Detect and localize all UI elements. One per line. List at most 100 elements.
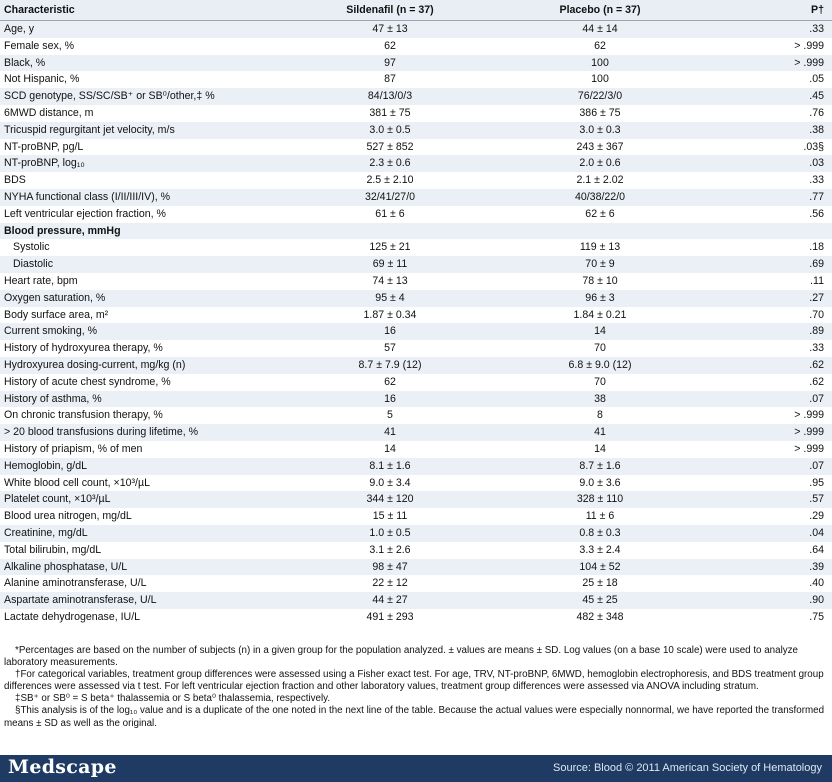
table-row: Hemoglobin, g/dL 8.1 ± 1.6 8.7 ± 1.6 .07 (0, 457, 832, 475)
sildenafil-cell: 14 (384, 442, 396, 455)
table-row: Heart rate, bpm 74 ± 13 78 ± 10 .11 (0, 272, 832, 290)
p-value-cell: .29 (809, 510, 824, 523)
characteristic-cell: NT-proBNP, pg/L (4, 140, 84, 153)
table-row: 6MWD distance, m 381 ± 75 386 ± 75 .76 (0, 104, 832, 122)
p-value-cell: .64 (809, 543, 824, 556)
characteristic-cell: Current smoking, % (4, 325, 98, 338)
table-row: SCD genotype, SS/SC/SB⁺ or SB⁰/other,‡ %… (0, 88, 832, 105)
characteristic-cell: Body surface area, m² (4, 308, 109, 321)
characteristic-cell: Heart rate, bpm (4, 274, 78, 287)
table-row: Female sex, % 62 62 > .999 (0, 37, 832, 55)
table-row: Lactate dehydrogenase, IU/L 491 ± 293 482 … (0, 608, 832, 626)
placebo-cell: 2.1 ± 2.02 (576, 174, 624, 187)
placebo-cell: 44 ± 14 (582, 23, 618, 35)
p-value-cell: .04 (809, 526, 824, 539)
characteristic-cell: Female sex, % (4, 39, 75, 52)
table-row: Aspartate aminotransferase, U/L 44 ± 27 45… (0, 592, 832, 609)
characteristic-cell: NT-proBNP, log₁₀ (4, 157, 85, 170)
placebo-cell: 6.8 ± 9.0 (12) (568, 358, 632, 371)
p-value-cell: > .999 (794, 409, 824, 422)
p-value-cell: .27 (809, 291, 824, 304)
characteristic-cell: Aspartate aminotransferase, U/L (4, 594, 157, 607)
characteristic-cell: NYHA functional class (I/II/III/IV), % (4, 190, 171, 203)
table-row: Oxygen saturation, % 95 ± 4 96 ± 3 .27 (0, 289, 832, 307)
placebo-cell: 2.0 ± 0.6 (579, 157, 621, 170)
sildenafil-cell: 8.1 ± 1.6 (369, 459, 411, 472)
p-value-cell: .07 (809, 392, 824, 405)
placebo-cell: 8 (597, 409, 603, 422)
p-value-cell: .90 (809, 594, 824, 607)
table-row: Current smoking, % 16 14 .89 (0, 323, 832, 341)
footnote-statistics: †For categorical variables, treatment gr… (4, 669, 824, 693)
table-row: Tricuspid regurgitant jet velocity, m/s 3… (0, 121, 832, 139)
table-row: Total bilirubin, mg/dL 3.1 ± 2.6 3.3 ± 2.4… (0, 541, 832, 559)
characteristic-cell: Not Hispanic, % (4, 73, 80, 86)
p-value-cell: .45 (809, 90, 824, 103)
table-row: NT-proBNP, pg/L 527 ± 852 243 ± 367 .03§ (0, 138, 832, 156)
sildenafil-cell: 22 ± 12 (372, 577, 408, 590)
placebo-cell: 119 ± 13 (579, 241, 621, 254)
characteristic-cell: Blood urea nitrogen, mg/dL (4, 510, 132, 523)
sildenafil-cell: 344 ± 120 (366, 493, 414, 506)
characteristic-cell: SCD genotype, SS/SC/SB⁺ or SB⁰/other,‡ % (4, 90, 215, 103)
p-value-cell: .11 (810, 274, 824, 287)
placebo-cell: 8.7 ± 1.6 (579, 459, 621, 472)
sildenafil-cell: 1.0 ± 0.5 (369, 526, 411, 539)
sildenafil-cell: 97 (384, 56, 396, 69)
sildenafil-cell: 61 ± 6 (375, 207, 405, 220)
characteristic-cell: Systolic (13, 241, 50, 254)
sildenafil-cell: 8.7 ± 7.9 (12) (358, 358, 422, 371)
sildenafil-cell: 98 ± 47 (372, 560, 408, 573)
p-value-cell: .76 (809, 106, 824, 119)
header-p-value: P† (811, 4, 824, 16)
table-body: Age, y 47 ± 13 44 ± 14 .33 Female sex, % 62 62… (0, 21, 832, 626)
placebo-cell: 14 (594, 325, 606, 338)
sildenafil-cell: 527 ± 852 (366, 140, 414, 153)
placebo-cell: 41 (594, 426, 606, 439)
characteristic-cell: On chronic transfusion therapy, % (4, 409, 163, 422)
table-row: Left ventricular ejection fraction, % 61 … (0, 205, 832, 223)
characteristic-cell: Oxygen saturation, % (4, 291, 106, 304)
table-row: Black, % 97 100 > .999 (0, 54, 832, 72)
sildenafil-cell: 47 ± 13 (372, 23, 408, 35)
sildenafil-cell: 87 (384, 73, 396, 86)
placebo-cell: 62 (594, 39, 606, 52)
sildenafil-cell: 3.0 ± 0.5 (369, 123, 411, 136)
placebo-cell: 3.0 ± 0.3 (579, 123, 621, 136)
table-row: Creatinine, mg/dL 1.0 ± 0.5 0.8 ± 0.3 .04 (0, 524, 832, 542)
p-value-cell: .77 (809, 190, 824, 203)
characteristic-cell: Age, y (4, 23, 35, 35)
p-value-cell: .62 (809, 358, 824, 371)
table-row: Diastolic 69 ± 11 70 ± 9 .69 (0, 256, 832, 273)
placebo-cell: 1.84 ± 0.21 (573, 308, 627, 321)
footnote-log-analysis: §This analysis is of the log₁₀ value and… (4, 705, 825, 729)
sildenafil-cell: 57 (384, 342, 396, 355)
characteristic-cell: History of asthma, % (4, 392, 102, 405)
table-header: Characteristic Sildenafil (n = 37) Place… (0, 0, 832, 21)
characteristic-cell: Hydroxyurea dosing-current, mg/kg (n) (4, 358, 186, 371)
sildenafil-cell: 16 (384, 325, 396, 338)
sildenafil-cell: 41 (384, 426, 396, 439)
table-row: History of acute chest syndrome, % 62 70 .6… (0, 373, 832, 391)
placebo-cell: 9.0 ± 3.6 (579, 476, 621, 489)
placebo-cell: 70 (594, 375, 606, 388)
placebo-cell: 14 (594, 442, 606, 455)
data-table: Characteristic Sildenafil (n = 37) Place… (0, 0, 832, 626)
sildenafil-cell: 3.1 ± 2.6 (369, 543, 411, 556)
characteristic-cell: 6MWD distance, m (4, 106, 94, 119)
p-value-cell: .75 (809, 610, 824, 623)
characteristic-cell: Black, % (4, 56, 46, 69)
p-value-cell: .39 (809, 560, 824, 573)
footer-bar: Medscape Source: Blood © 2011 American S… (0, 755, 832, 782)
placebo-cell: 100 (591, 73, 609, 86)
table-row: BDS 2.5 ± 2.10 2.1 ± 2.02 .33 (0, 172, 832, 189)
characteristic-cell: Left ventricular ejection fraction, % (4, 207, 166, 220)
table-row: Blood urea nitrogen, mg/dL 15 ± 11 11 ± 6.… (0, 508, 832, 525)
footnote-genotype: ‡SB⁺ or SB⁰ = S beta⁺ thalassemia or S b… (15, 693, 331, 705)
p-value-cell: .07 (809, 459, 824, 472)
sildenafil-cell: 84/13/0/3 (367, 90, 413, 103)
p-value-cell: .56 (809, 207, 824, 220)
table-row: NT-proBNP, log₁₀ 2.3 ± 0.6 2.0 ± 0.6 .03 (0, 155, 832, 173)
placebo-cell: 96 ± 3 (585, 291, 615, 304)
medscape-logo: Medscape (8, 756, 117, 778)
